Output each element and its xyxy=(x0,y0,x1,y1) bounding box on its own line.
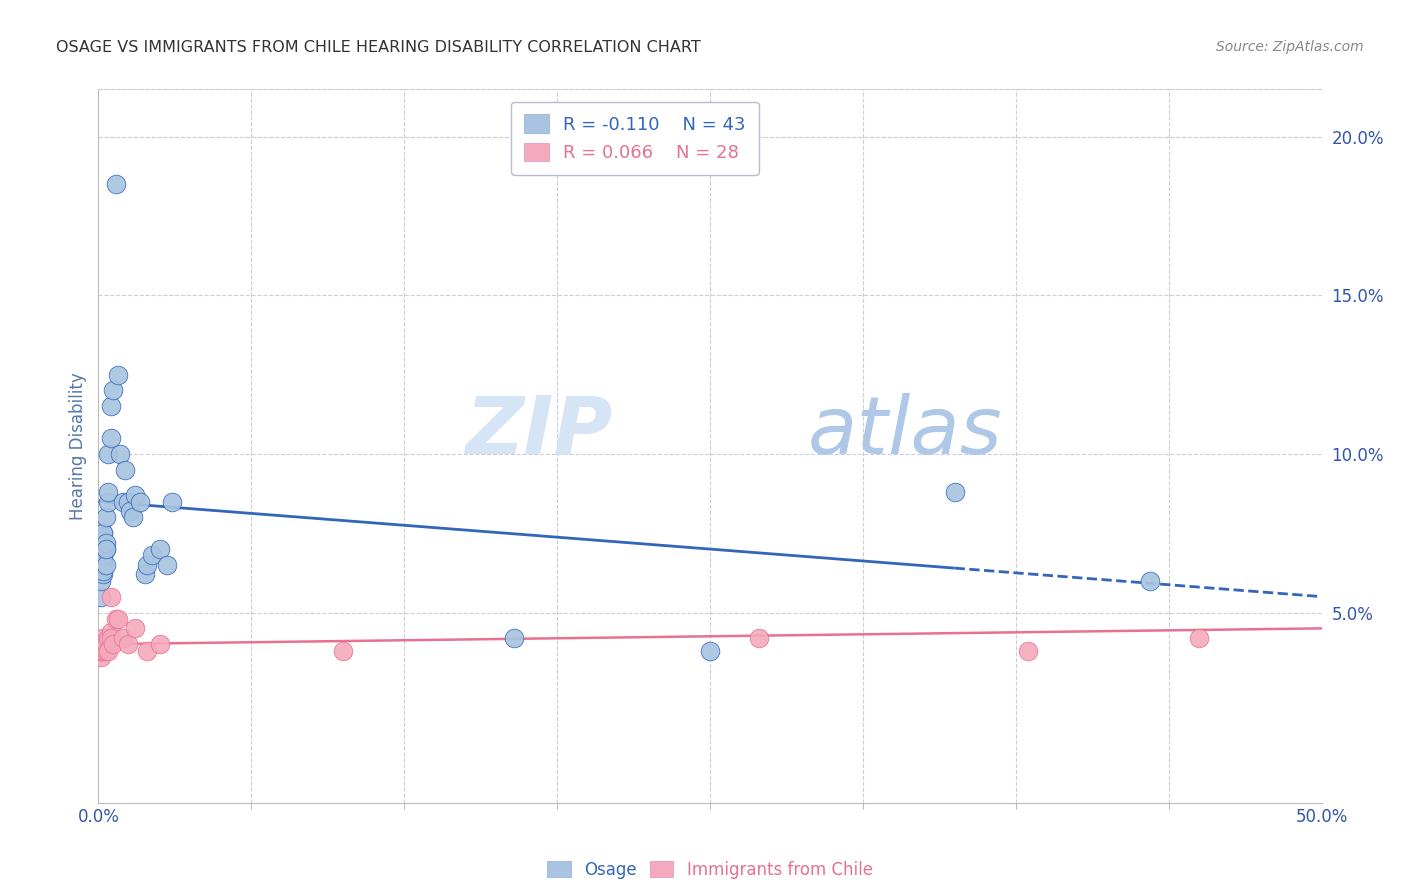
Text: ZIP: ZIP xyxy=(465,392,612,471)
Point xyxy=(117,494,139,508)
Point xyxy=(332,643,354,657)
Point xyxy=(1188,631,1211,645)
Text: OSAGE VS IMMIGRANTS FROM CHILE HEARING DISABILITY CORRELATION CHART: OSAGE VS IMMIGRANTS FROM CHILE HEARING D… xyxy=(56,40,702,55)
Point xyxy=(503,631,526,645)
Point xyxy=(117,637,139,651)
Point xyxy=(94,542,117,557)
Point xyxy=(97,631,120,645)
Point xyxy=(111,631,134,645)
Point xyxy=(91,643,114,657)
Text: atlas: atlas xyxy=(808,392,1002,471)
Point xyxy=(91,564,114,578)
Point xyxy=(156,558,179,572)
Text: Source: ZipAtlas.com: Source: ZipAtlas.com xyxy=(1216,40,1364,54)
Point xyxy=(94,643,117,657)
Point xyxy=(90,643,112,657)
Point xyxy=(91,637,114,651)
Point xyxy=(129,494,152,508)
Point xyxy=(90,549,112,563)
Point xyxy=(90,643,112,657)
Point xyxy=(149,542,172,557)
Point xyxy=(104,612,127,626)
Point xyxy=(748,631,770,645)
Point xyxy=(1139,574,1161,588)
Point xyxy=(87,643,110,657)
Point xyxy=(110,447,132,461)
Point xyxy=(160,494,183,508)
Point xyxy=(136,558,159,572)
Point xyxy=(136,643,159,657)
Point xyxy=(91,549,114,563)
Point xyxy=(104,178,127,192)
Point xyxy=(90,637,112,651)
Point xyxy=(91,551,114,566)
Point xyxy=(94,535,117,549)
Point xyxy=(97,485,120,500)
Legend: Osage, Immigrants from Chile: Osage, Immigrants from Chile xyxy=(538,853,882,888)
Point xyxy=(943,485,966,500)
Point xyxy=(141,549,163,563)
Point xyxy=(111,494,134,508)
Point xyxy=(134,567,156,582)
Point xyxy=(90,590,112,604)
Point xyxy=(91,567,114,582)
Point xyxy=(94,510,117,524)
Point xyxy=(100,631,122,645)
Point xyxy=(114,463,136,477)
Point xyxy=(90,574,112,588)
Point xyxy=(1017,643,1039,657)
Point xyxy=(124,621,146,635)
Point xyxy=(91,631,114,645)
Point xyxy=(699,643,721,657)
Point xyxy=(97,447,120,461)
Point xyxy=(100,431,122,445)
Point xyxy=(107,612,129,626)
Point xyxy=(90,535,112,549)
Point xyxy=(101,384,124,398)
Point xyxy=(121,510,143,524)
Point xyxy=(97,643,120,657)
Point xyxy=(100,400,122,414)
Point xyxy=(87,637,110,651)
Point xyxy=(94,558,117,572)
Point xyxy=(101,637,124,651)
Point xyxy=(91,526,114,541)
Point xyxy=(120,504,142,518)
Point xyxy=(100,590,122,604)
Point xyxy=(124,488,146,502)
Point xyxy=(90,649,112,664)
Point xyxy=(97,494,120,508)
Y-axis label: Hearing Disability: Hearing Disability xyxy=(69,372,87,520)
Point xyxy=(94,637,117,651)
Point xyxy=(90,558,112,572)
Point xyxy=(149,637,172,651)
Point xyxy=(91,558,114,572)
Point xyxy=(91,526,114,541)
Point xyxy=(107,368,129,382)
Point xyxy=(94,542,117,557)
Point xyxy=(100,624,122,639)
